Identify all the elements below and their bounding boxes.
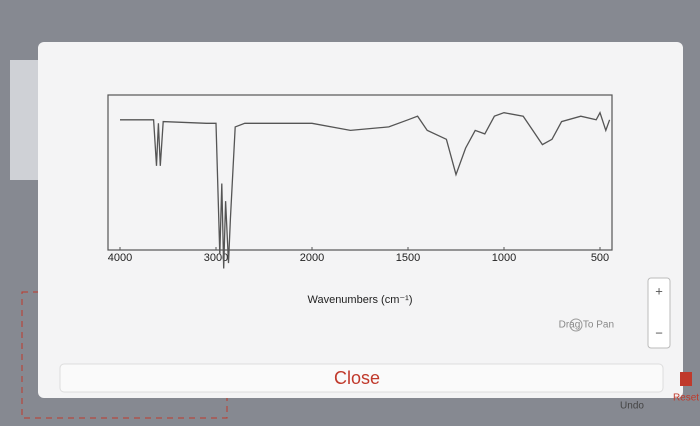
- modal: [38, 42, 683, 398]
- x-tick-label: 1500: [396, 252, 420, 264]
- plot-frame: [107, 94, 613, 251]
- pan-hint: Drag To Pan: [559, 320, 614, 331]
- reset-button[interactable]: Reset: [673, 393, 699, 404]
- close-label[interactable]: Close: [334, 368, 380, 388]
- x-tick-label: 3000: [204, 252, 228, 264]
- x-tick-label: 2000: [300, 252, 324, 264]
- trash-icon: [680, 372, 692, 386]
- x-tick-label: 500: [591, 252, 609, 264]
- undo-button[interactable]: Undo: [620, 401, 644, 412]
- x-tick-label: 1000: [492, 252, 516, 264]
- close-button[interactable]: [59, 363, 664, 393]
- spectrum-chart: Wavenumbers (cm⁻¹) 4000 3000 2000 1500 1000 5…: [107, 94, 613, 306]
- x-tick-label: 4000: [108, 252, 132, 264]
- zoom-out[interactable]: −: [655, 325, 663, 340]
- zoom-control: [647, 277, 671, 349]
- spectrum-line: [120, 111, 611, 269]
- x-axis-label: Wavenumbers (cm⁻¹): [307, 294, 412, 306]
- zoom-in[interactable]: +: [655, 283, 663, 298]
- pan-icon: [569, 318, 583, 332]
